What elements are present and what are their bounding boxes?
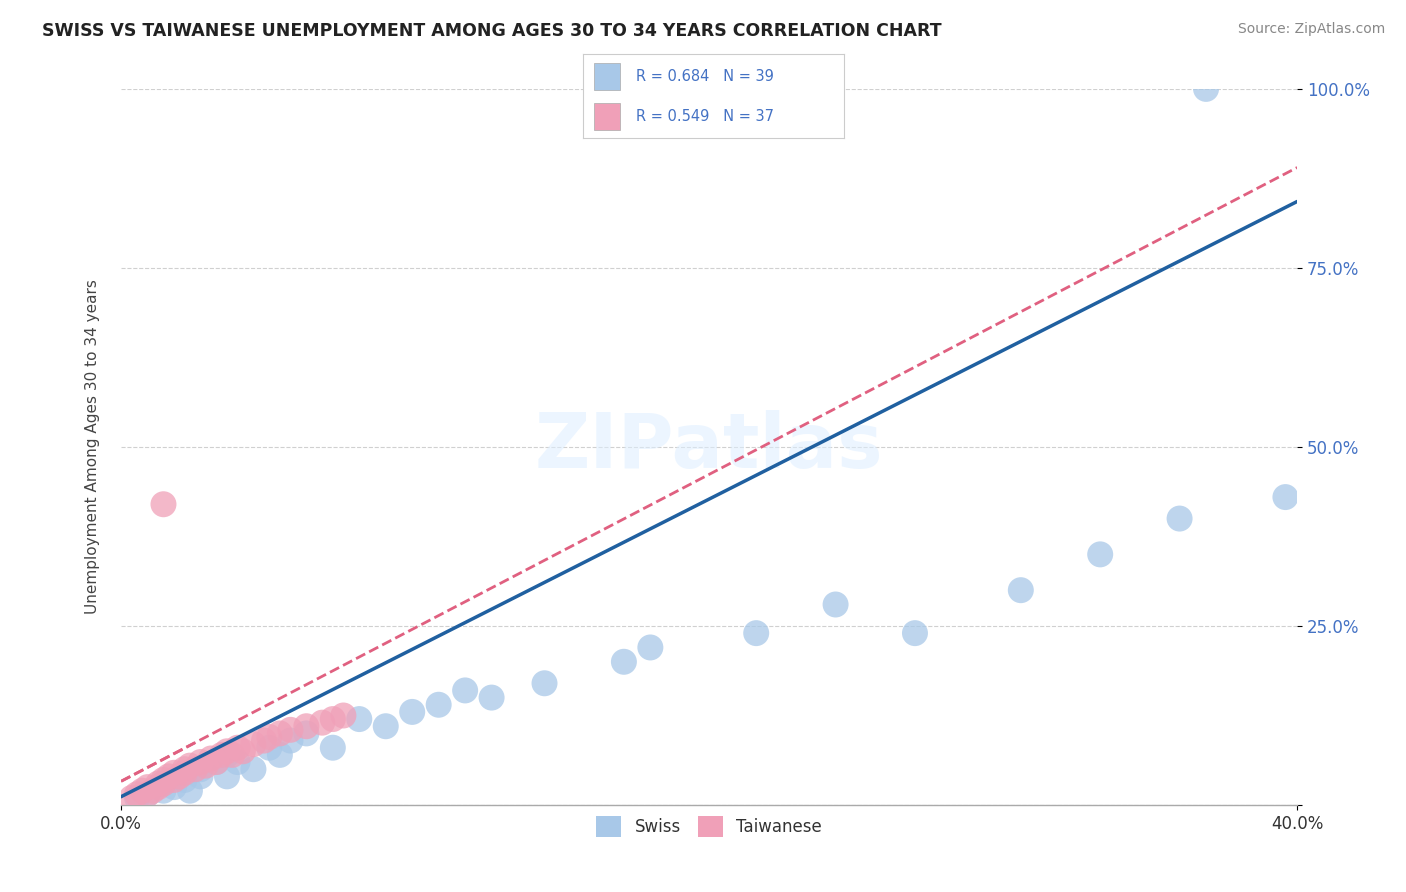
Point (845, 468, 868, 483)
Point (145, 762, 167, 776)
Point (118, 787, 141, 801)
Point (198, 747, 221, 762)
Point (222, 715, 245, 730)
Text: R = 0.549   N = 37: R = 0.549 N = 37 (636, 109, 773, 124)
Point (713, 82, 735, 96)
Point (610, 583, 633, 598)
Point (174, 740, 197, 755)
Point (125, 780, 148, 794)
Point (169, 747, 191, 762)
Point (125, 787, 148, 801)
Point (163, 755, 186, 769)
Y-axis label: Unemployment Among Ages 30 to 34 years: Unemployment Among Ages 30 to 34 years (86, 279, 100, 615)
Point (463, 626, 485, 640)
Point (389, 655, 412, 669)
Point (551, 626, 574, 640)
Point (148, 783, 170, 797)
Point (506, 598, 529, 612)
Point (134, 783, 156, 797)
Point (134, 776, 156, 790)
Point (212, 719, 235, 733)
Point (169, 744, 191, 758)
Point (157, 758, 180, 772)
Point (166, 747, 188, 762)
Point (257, 719, 280, 733)
Point (134, 776, 156, 790)
FancyBboxPatch shape (593, 103, 620, 130)
Point (115, 790, 138, 805)
Point (142, 769, 165, 783)
Point (145, 772, 167, 787)
Point (131, 780, 153, 794)
Text: SWISS VS TAIWANESE UNEMPLOYMENT AMONG AGES 30 TO 34 YEARS CORRELATION CHART: SWISS VS TAIWANESE UNEMPLOYMENT AMONG AG… (42, 22, 942, 40)
Point (136, 769, 159, 783)
Point (233, 708, 256, 723)
Point (193, 740, 215, 755)
Text: ZIPatlas: ZIPatlas (534, 410, 883, 484)
Point (654, 547, 676, 561)
Text: Source: ZipAtlas.com: Source: ZipAtlas.com (1237, 22, 1385, 37)
Point (125, 787, 148, 801)
Point (155, 755, 177, 769)
Point (163, 755, 186, 769)
Point (198, 726, 221, 740)
Point (131, 776, 153, 790)
Point (145, 765, 167, 780)
Point (316, 690, 339, 705)
Point (177, 744, 200, 758)
Point (271, 705, 294, 719)
Point (139, 780, 162, 794)
Point (134, 497, 156, 511)
Point (756, 490, 779, 504)
Point (228, 740, 250, 755)
Point (904, 475, 927, 490)
Point (212, 726, 235, 740)
Point (228, 712, 250, 726)
Point (190, 733, 212, 747)
Point (160, 751, 183, 765)
Point (697, 511, 720, 525)
Point (344, 676, 367, 690)
Legend: Swiss, Taiwanese: Swiss, Taiwanese (591, 810, 828, 843)
Point (287, 698, 309, 712)
Point (139, 765, 162, 780)
Point (128, 783, 150, 797)
Point (150, 762, 173, 776)
Point (301, 683, 323, 698)
Text: R = 0.684   N = 39: R = 0.684 N = 39 (636, 69, 773, 84)
Point (139, 772, 162, 787)
Point (242, 712, 264, 726)
Point (148, 758, 170, 772)
Point (155, 769, 177, 783)
Point (183, 737, 205, 751)
Point (169, 769, 191, 783)
Point (172, 747, 194, 762)
Point (134, 772, 156, 787)
Point (122, 783, 145, 797)
FancyBboxPatch shape (593, 62, 620, 90)
Point (155, 762, 177, 776)
Point (118, 790, 141, 805)
Point (174, 755, 197, 769)
Point (204, 723, 226, 737)
Point (801, 483, 824, 497)
Point (193, 730, 215, 744)
Point (404, 640, 426, 655)
Point (183, 762, 205, 776)
Point (204, 733, 226, 747)
